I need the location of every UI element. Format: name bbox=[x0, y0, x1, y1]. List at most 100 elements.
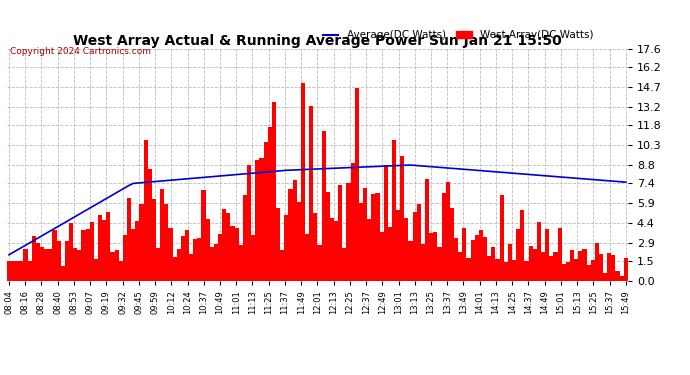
Bar bbox=[172, 256, 177, 281]
Bar bbox=[19, 261, 23, 281]
Bar bbox=[450, 208, 454, 281]
Bar bbox=[77, 250, 81, 281]
Bar bbox=[152, 199, 156, 281]
Bar bbox=[48, 249, 52, 281]
Bar bbox=[620, 276, 624, 281]
Bar bbox=[595, 243, 599, 281]
Bar bbox=[603, 273, 607, 281]
Bar bbox=[185, 230, 189, 281]
Bar bbox=[197, 238, 201, 281]
Bar bbox=[110, 252, 115, 281]
Bar bbox=[574, 259, 578, 281]
Bar bbox=[264, 142, 268, 281]
Text: Copyright 2024 Cartronics.com: Copyright 2024 Cartronics.com bbox=[10, 47, 151, 56]
Bar bbox=[268, 128, 272, 281]
Bar bbox=[148, 168, 152, 281]
Bar bbox=[342, 248, 346, 281]
Bar bbox=[251, 235, 255, 281]
Bar bbox=[351, 163, 355, 281]
Bar bbox=[156, 248, 160, 281]
Bar bbox=[131, 230, 135, 281]
Bar bbox=[115, 250, 119, 281]
Bar bbox=[189, 254, 193, 281]
Bar bbox=[437, 247, 442, 281]
Bar bbox=[36, 243, 40, 281]
Bar bbox=[317, 244, 322, 281]
Bar bbox=[425, 179, 429, 281]
Bar bbox=[65, 241, 69, 281]
Bar bbox=[359, 203, 363, 281]
Bar bbox=[181, 237, 185, 281]
Bar bbox=[624, 258, 628, 281]
Bar bbox=[591, 260, 595, 281]
Bar bbox=[375, 193, 380, 281]
Bar bbox=[558, 228, 562, 281]
Bar bbox=[400, 156, 404, 281]
Bar bbox=[495, 260, 500, 281]
Bar bbox=[384, 165, 388, 281]
Bar bbox=[466, 258, 471, 281]
Bar bbox=[553, 252, 558, 281]
Bar bbox=[599, 254, 603, 281]
Bar bbox=[462, 228, 466, 281]
Bar bbox=[210, 248, 214, 281]
Bar bbox=[81, 230, 86, 281]
Bar bbox=[578, 251, 582, 281]
Bar bbox=[280, 250, 284, 281]
Bar bbox=[239, 245, 243, 281]
Bar bbox=[168, 228, 172, 281]
Bar bbox=[243, 195, 247, 281]
Bar bbox=[355, 88, 359, 281]
Bar bbox=[508, 244, 512, 281]
Bar bbox=[545, 229, 549, 281]
Bar bbox=[396, 210, 400, 281]
Title: West Array Actual & Running Average Power Sun Jan 21 15:50: West Array Actual & Running Average Powe… bbox=[73, 34, 562, 48]
Legend: Average(DC Watts), West Array(DC Watts): Average(DC Watts), West Array(DC Watts) bbox=[319, 26, 598, 44]
Bar bbox=[144, 141, 148, 281]
Bar bbox=[334, 221, 338, 281]
Bar bbox=[586, 265, 591, 281]
Bar bbox=[247, 165, 251, 281]
Bar bbox=[454, 238, 458, 281]
Bar bbox=[44, 249, 48, 281]
Bar bbox=[206, 219, 210, 281]
Bar bbox=[218, 234, 222, 281]
Bar bbox=[160, 189, 164, 281]
Bar bbox=[500, 195, 504, 281]
Bar bbox=[512, 260, 516, 281]
Bar bbox=[127, 198, 131, 281]
Bar bbox=[11, 261, 15, 281]
Bar bbox=[322, 131, 326, 281]
Bar bbox=[458, 252, 462, 281]
Bar bbox=[259, 158, 264, 281]
Bar bbox=[164, 204, 168, 281]
Bar bbox=[504, 262, 508, 281]
Bar bbox=[582, 249, 586, 281]
Bar bbox=[392, 140, 396, 281]
Bar bbox=[28, 261, 32, 281]
Bar bbox=[371, 194, 375, 281]
Bar bbox=[524, 261, 529, 281]
Bar bbox=[276, 208, 280, 281]
Bar bbox=[90, 222, 94, 281]
Bar bbox=[615, 271, 620, 281]
Bar bbox=[235, 228, 239, 281]
Bar bbox=[367, 219, 371, 281]
Bar bbox=[446, 182, 450, 281]
Bar bbox=[404, 218, 408, 281]
Bar bbox=[293, 180, 297, 281]
Bar bbox=[255, 160, 259, 281]
Bar bbox=[61, 266, 65, 281]
Bar bbox=[549, 256, 553, 281]
Bar bbox=[326, 192, 330, 281]
Bar bbox=[413, 213, 417, 281]
Bar bbox=[123, 235, 127, 281]
Bar bbox=[106, 212, 110, 281]
Bar bbox=[570, 250, 574, 281]
Bar bbox=[32, 236, 36, 281]
Bar bbox=[69, 223, 73, 281]
Bar bbox=[284, 215, 288, 281]
Bar bbox=[226, 213, 230, 281]
Bar bbox=[421, 244, 425, 281]
Bar bbox=[230, 226, 235, 281]
